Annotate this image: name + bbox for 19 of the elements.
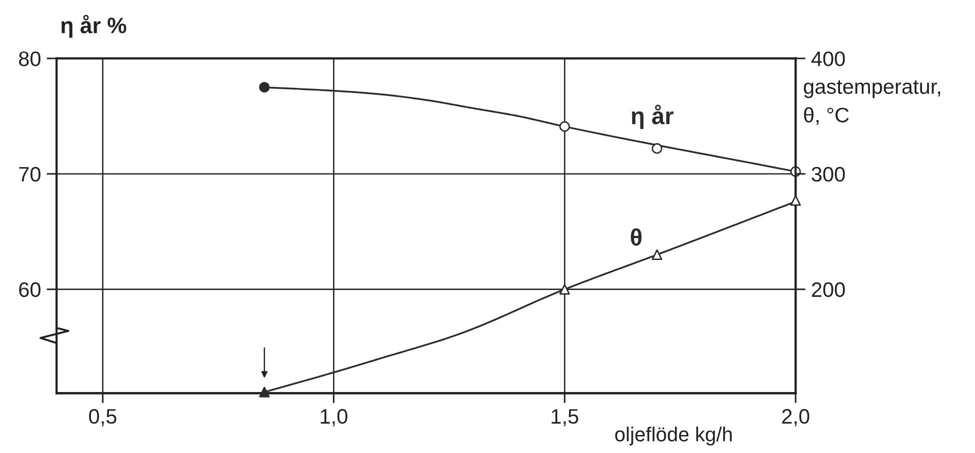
y2-axis-title: gastemperatur, θ, °C [804, 80, 940, 125]
y2-tick-label: 200 [812, 282, 845, 298]
x-tick-label: 1,0 [320, 409, 348, 426]
series-label: η år [632, 104, 674, 129]
x-tick-label: 1,5 [552, 409, 578, 426]
point [790, 195, 801, 206]
x-tick-label: 2,0 [782, 409, 810, 426]
point [559, 284, 570, 295]
y-axis-title: η år % [61, 14, 126, 38]
x-tick-label: 0,5 [89, 409, 116, 426]
y2-tick-label: 400 [811, 51, 845, 66]
series-label: θ [630, 228, 642, 246]
y-tick-label: 80 [19, 51, 40, 66]
point [652, 249, 662, 260]
point [259, 386, 270, 398]
y-tick-label: 60 [19, 282, 40, 298]
x-axis-title: oljeflöde kg/h [615, 426, 732, 446]
y2-tick-label: 300 [812, 166, 845, 182]
y-tick-label: 70 [19, 166, 40, 182]
